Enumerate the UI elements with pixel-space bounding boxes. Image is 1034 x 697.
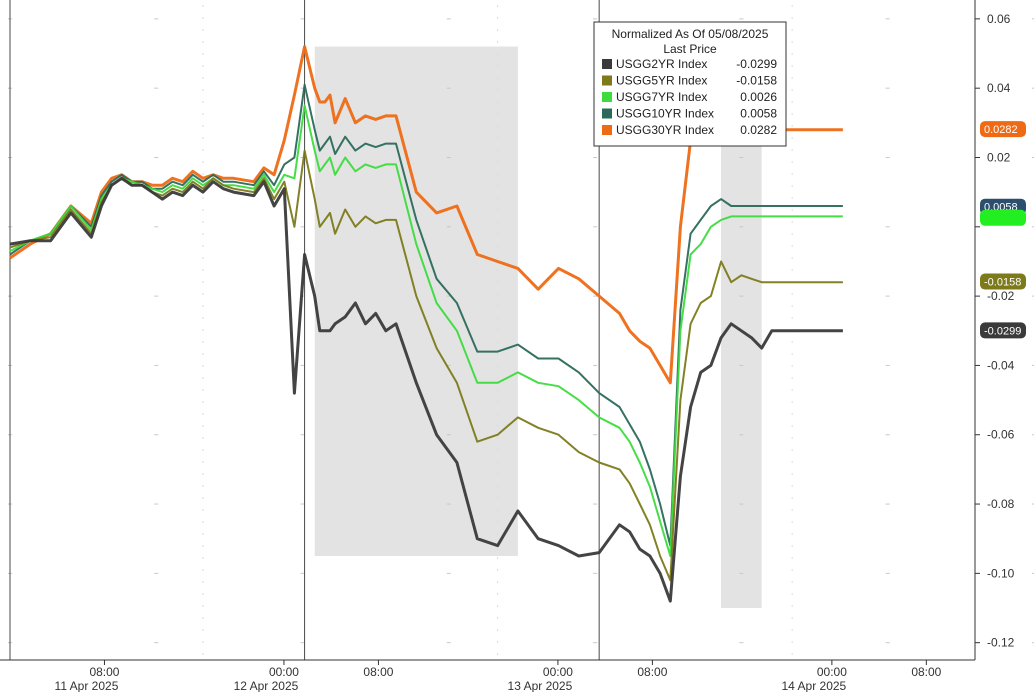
legend-swatch [602,108,612,119]
legend-box [593,21,787,147]
y-tick-label: -0.12 [987,636,1015,650]
end-label-text: -0.0158 [984,277,1021,289]
x-tick-label: 08:00 [363,665,393,679]
x-tick-label: 08:00 [89,665,119,679]
legend-value: -0.0299 [736,57,777,71]
end-label-box [980,322,1026,339]
legend-swatch [602,92,612,102]
shaded-region [314,46,518,557]
x-date-label: 12 Apr 2025 [234,679,299,692]
x-tick-label: 00:00 [269,665,299,679]
y-axis: 0.06 0.04 0.02 -0.02 -0.04 -0.06 -0.08 -0.10 -0.… [974,0,1015,660]
end-label-text: 0.0282 [984,124,1018,136]
x-tick-label: 00:00 [817,665,847,679]
end-label-box [980,121,1026,138]
y-tick-label: -0.08 [987,497,1015,511]
legend-value: 0.0026 [740,90,777,104]
end-label-box [980,209,1026,226]
y-tick-label: 0.04 [987,81,1011,95]
legend-name: USGG30YR Index [616,123,714,137]
x-date-label: 13 Apr 2025 [508,679,573,692]
legend-name: USGG2YR Index [616,57,707,71]
legend-swatch [602,75,612,86]
legend-name: USGG5YR Index [616,74,707,88]
x-tick-label: 08:00 [911,665,941,679]
series-line [9,149,843,582]
x-date-label: 14 Apr 2025 [782,679,847,692]
legend-name: USGG10YR Index [616,107,714,121]
y-tick-label: 0.02 [987,150,1011,164]
y-tick-label: -0.10 [987,566,1015,580]
x-tick-label: 00:00 [543,665,573,679]
end-label-text: -0.0299 [984,325,1021,337]
legend-title: Normalized As Of 05/08/2025 [612,27,769,41]
end-label-text: 0.0026 [984,213,1018,225]
x-date-label: 11 Apr 2025 [55,679,119,692]
legend-swatch [602,59,612,69]
series-line [9,83,843,547]
y-tick-label: -0.04 [987,358,1015,372]
series-line [9,176,843,603]
legend-name: USGG7YR Index [616,90,707,104]
end-label-box [980,273,1026,290]
x-tick-label: 08:00 [637,665,667,679]
y-tick-label: -0.02 [987,289,1015,303]
y-tick-label: 0.06 [987,12,1011,26]
legend-value: 0.0058 [740,107,777,121]
legend-swatch [602,125,612,135]
legend-value: -0.0158 [736,74,777,88]
shaded-regions [314,46,762,609]
legend-subtitle: Last Price [663,42,717,56]
legend-value: 0.0282 [740,123,777,137]
y-tick-marks [8,18,1034,644]
series-line [9,104,843,557]
y-tick-label: -0.06 [987,428,1015,442]
